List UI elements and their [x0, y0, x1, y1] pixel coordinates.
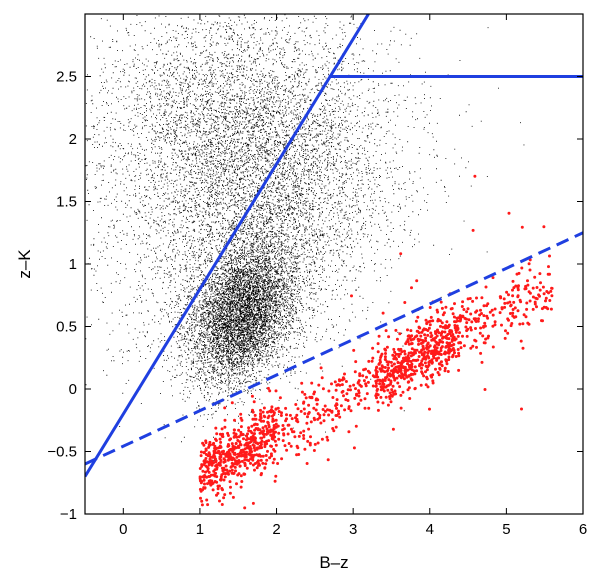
y-tick-label: 2.5	[56, 69, 77, 86]
x-tick-label: 1	[196, 521, 204, 538]
y-tick-label: 2	[69, 131, 77, 148]
axis-tick-labels: 0 1 2 3 4 5 6 −1 −0.5 0 0.5 1 1.5 2 2.5	[47, 69, 587, 539]
x-tick-label: 2	[272, 521, 280, 538]
y-axis-label: z–K	[15, 249, 34, 279]
y-tick-label: 1	[69, 256, 77, 273]
reference-lines	[85, 14, 583, 478]
x-tick-label: 5	[502, 521, 510, 538]
x-axis-label: B–z	[319, 553, 348, 572]
x-tick-label: 3	[349, 521, 357, 538]
y-tick-label: 1.5	[56, 194, 77, 211]
x-tick-label: 0	[119, 521, 127, 538]
x-tick-label: 6	[579, 521, 587, 538]
y-tick-label: −1	[60, 506, 77, 523]
y-tick-label: 0.5	[56, 319, 77, 336]
x-tick-label: 4	[426, 521, 434, 538]
red-points-series	[198, 174, 554, 510]
red-points	[198, 174, 554, 510]
y-tick-label: 0	[69, 381, 77, 398]
axis-ticks	[85, 14, 584, 515]
reference-line-3	[85, 231, 583, 466]
reference-line-1	[85, 14, 370, 478]
y-tick-label: −0.5	[47, 444, 77, 461]
